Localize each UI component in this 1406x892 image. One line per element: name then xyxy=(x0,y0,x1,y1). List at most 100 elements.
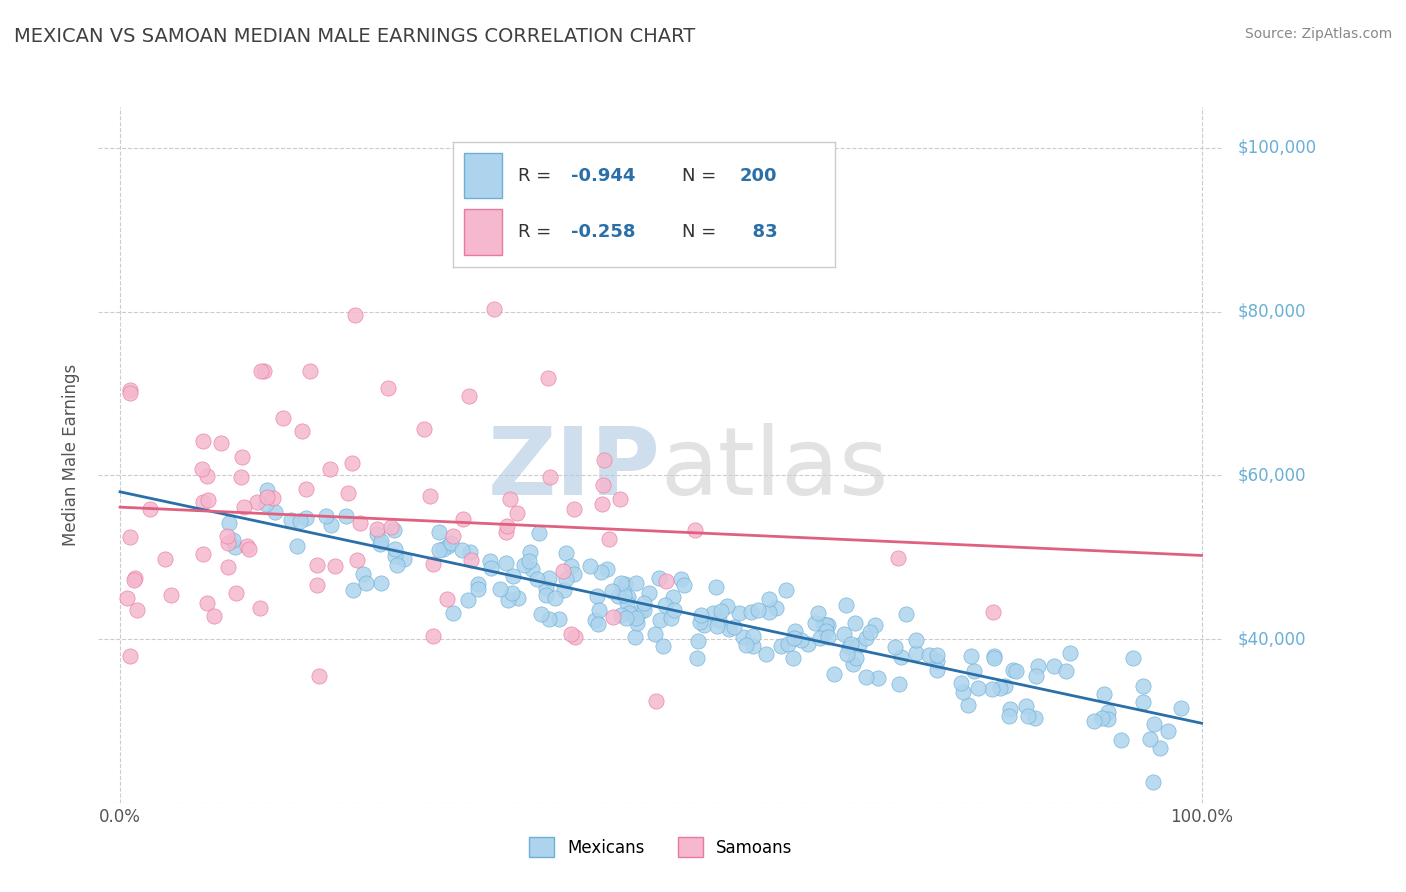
Mexicans xyxy=(1059,646,1081,660)
Mexicans xyxy=(890,650,912,665)
Mexicans xyxy=(783,624,806,638)
Samoans xyxy=(593,452,616,467)
Mexicans xyxy=(496,592,519,607)
Samoans xyxy=(217,536,239,550)
Samoans xyxy=(602,610,624,624)
Samoans xyxy=(413,421,436,435)
Samoans xyxy=(197,492,219,507)
Legend: Mexicans, Samoans: Mexicans, Samoans xyxy=(522,830,800,864)
Mexicans xyxy=(342,582,364,597)
Mexicans xyxy=(710,604,733,618)
Mexicans xyxy=(740,605,762,619)
Samoans xyxy=(538,470,561,484)
Mexicans xyxy=(839,637,862,651)
Mexicans xyxy=(844,615,866,630)
Mexicans xyxy=(837,647,859,661)
Mexicans xyxy=(530,607,553,622)
Mexicans xyxy=(1005,664,1028,678)
Mexicans xyxy=(527,526,550,541)
Mexicans xyxy=(778,636,800,650)
Samoans xyxy=(262,491,284,505)
Samoans xyxy=(209,435,232,450)
Samoans xyxy=(981,605,1004,619)
Mexicans xyxy=(994,679,1017,693)
Mexicans xyxy=(887,677,910,691)
Mexicans xyxy=(586,616,609,631)
Mexicans xyxy=(918,648,941,662)
Samoans xyxy=(598,532,620,546)
Samoans xyxy=(419,489,441,503)
Mexicans xyxy=(706,580,728,594)
Mexicans xyxy=(384,542,406,557)
Samoans xyxy=(436,592,458,607)
Mexicans xyxy=(1054,664,1077,678)
Mexicans xyxy=(495,556,517,570)
Mexicans xyxy=(855,631,877,645)
Samoans xyxy=(118,386,141,401)
Mexicans xyxy=(264,505,287,519)
Mexicans xyxy=(1024,711,1046,725)
Mexicans xyxy=(536,582,558,596)
Samoans xyxy=(307,578,329,592)
Mexicans xyxy=(555,546,578,560)
Mexicans xyxy=(522,562,544,576)
Text: atlas: atlas xyxy=(661,423,889,515)
Samoans xyxy=(451,512,474,526)
Mexicans xyxy=(741,629,763,643)
Mexicans xyxy=(925,654,948,668)
Mexicans xyxy=(664,603,686,617)
Mexicans xyxy=(366,526,388,541)
Samoans xyxy=(231,450,253,464)
Mexicans xyxy=(863,618,886,632)
Mexicans xyxy=(502,569,524,583)
Samoans xyxy=(215,528,238,542)
Mexicans xyxy=(588,603,610,617)
Samoans xyxy=(160,588,183,602)
Mexicans xyxy=(1139,732,1161,747)
Samoans xyxy=(217,560,239,574)
Mexicans xyxy=(689,615,711,629)
Mexicans xyxy=(998,702,1021,716)
Samoans xyxy=(195,596,218,610)
Samoans xyxy=(457,389,479,403)
Mexicans xyxy=(354,576,377,591)
Mexicans xyxy=(814,617,837,632)
Mexicans xyxy=(218,516,240,530)
Mexicans xyxy=(224,541,246,555)
Samoans xyxy=(236,539,259,553)
Mexicans xyxy=(614,577,637,591)
Mexicans xyxy=(797,637,820,651)
Mexicans xyxy=(613,588,636,602)
Mexicans xyxy=(1143,717,1166,731)
Samoans xyxy=(191,495,214,509)
Mexicans xyxy=(538,611,561,625)
Samoans xyxy=(125,603,148,617)
Mexicans xyxy=(560,559,582,574)
Mexicans xyxy=(811,617,834,632)
Mexicans xyxy=(319,517,342,532)
Mexicans xyxy=(815,624,838,639)
Mexicans xyxy=(394,552,416,566)
Mexicans xyxy=(702,606,724,620)
Mexicans xyxy=(662,590,685,604)
Mexicans xyxy=(823,667,845,681)
Mexicans xyxy=(894,607,917,622)
Mexicans xyxy=(457,593,479,607)
Samoans xyxy=(238,542,260,557)
Samoans xyxy=(346,553,368,567)
Mexicans xyxy=(950,676,973,690)
Samoans xyxy=(560,626,582,640)
Mexicans xyxy=(479,561,502,575)
Mexicans xyxy=(905,647,928,661)
Mexicans xyxy=(858,625,880,640)
Samoans xyxy=(441,529,464,543)
Text: $60,000: $60,000 xyxy=(1237,467,1306,484)
Mexicans xyxy=(427,542,450,557)
Mexicans xyxy=(368,537,391,551)
Mexicans xyxy=(288,514,311,528)
Samoans xyxy=(139,502,162,516)
Mexicans xyxy=(427,524,450,539)
Mexicans xyxy=(838,640,860,654)
Samoans xyxy=(422,629,444,643)
Mexicans xyxy=(287,539,309,553)
